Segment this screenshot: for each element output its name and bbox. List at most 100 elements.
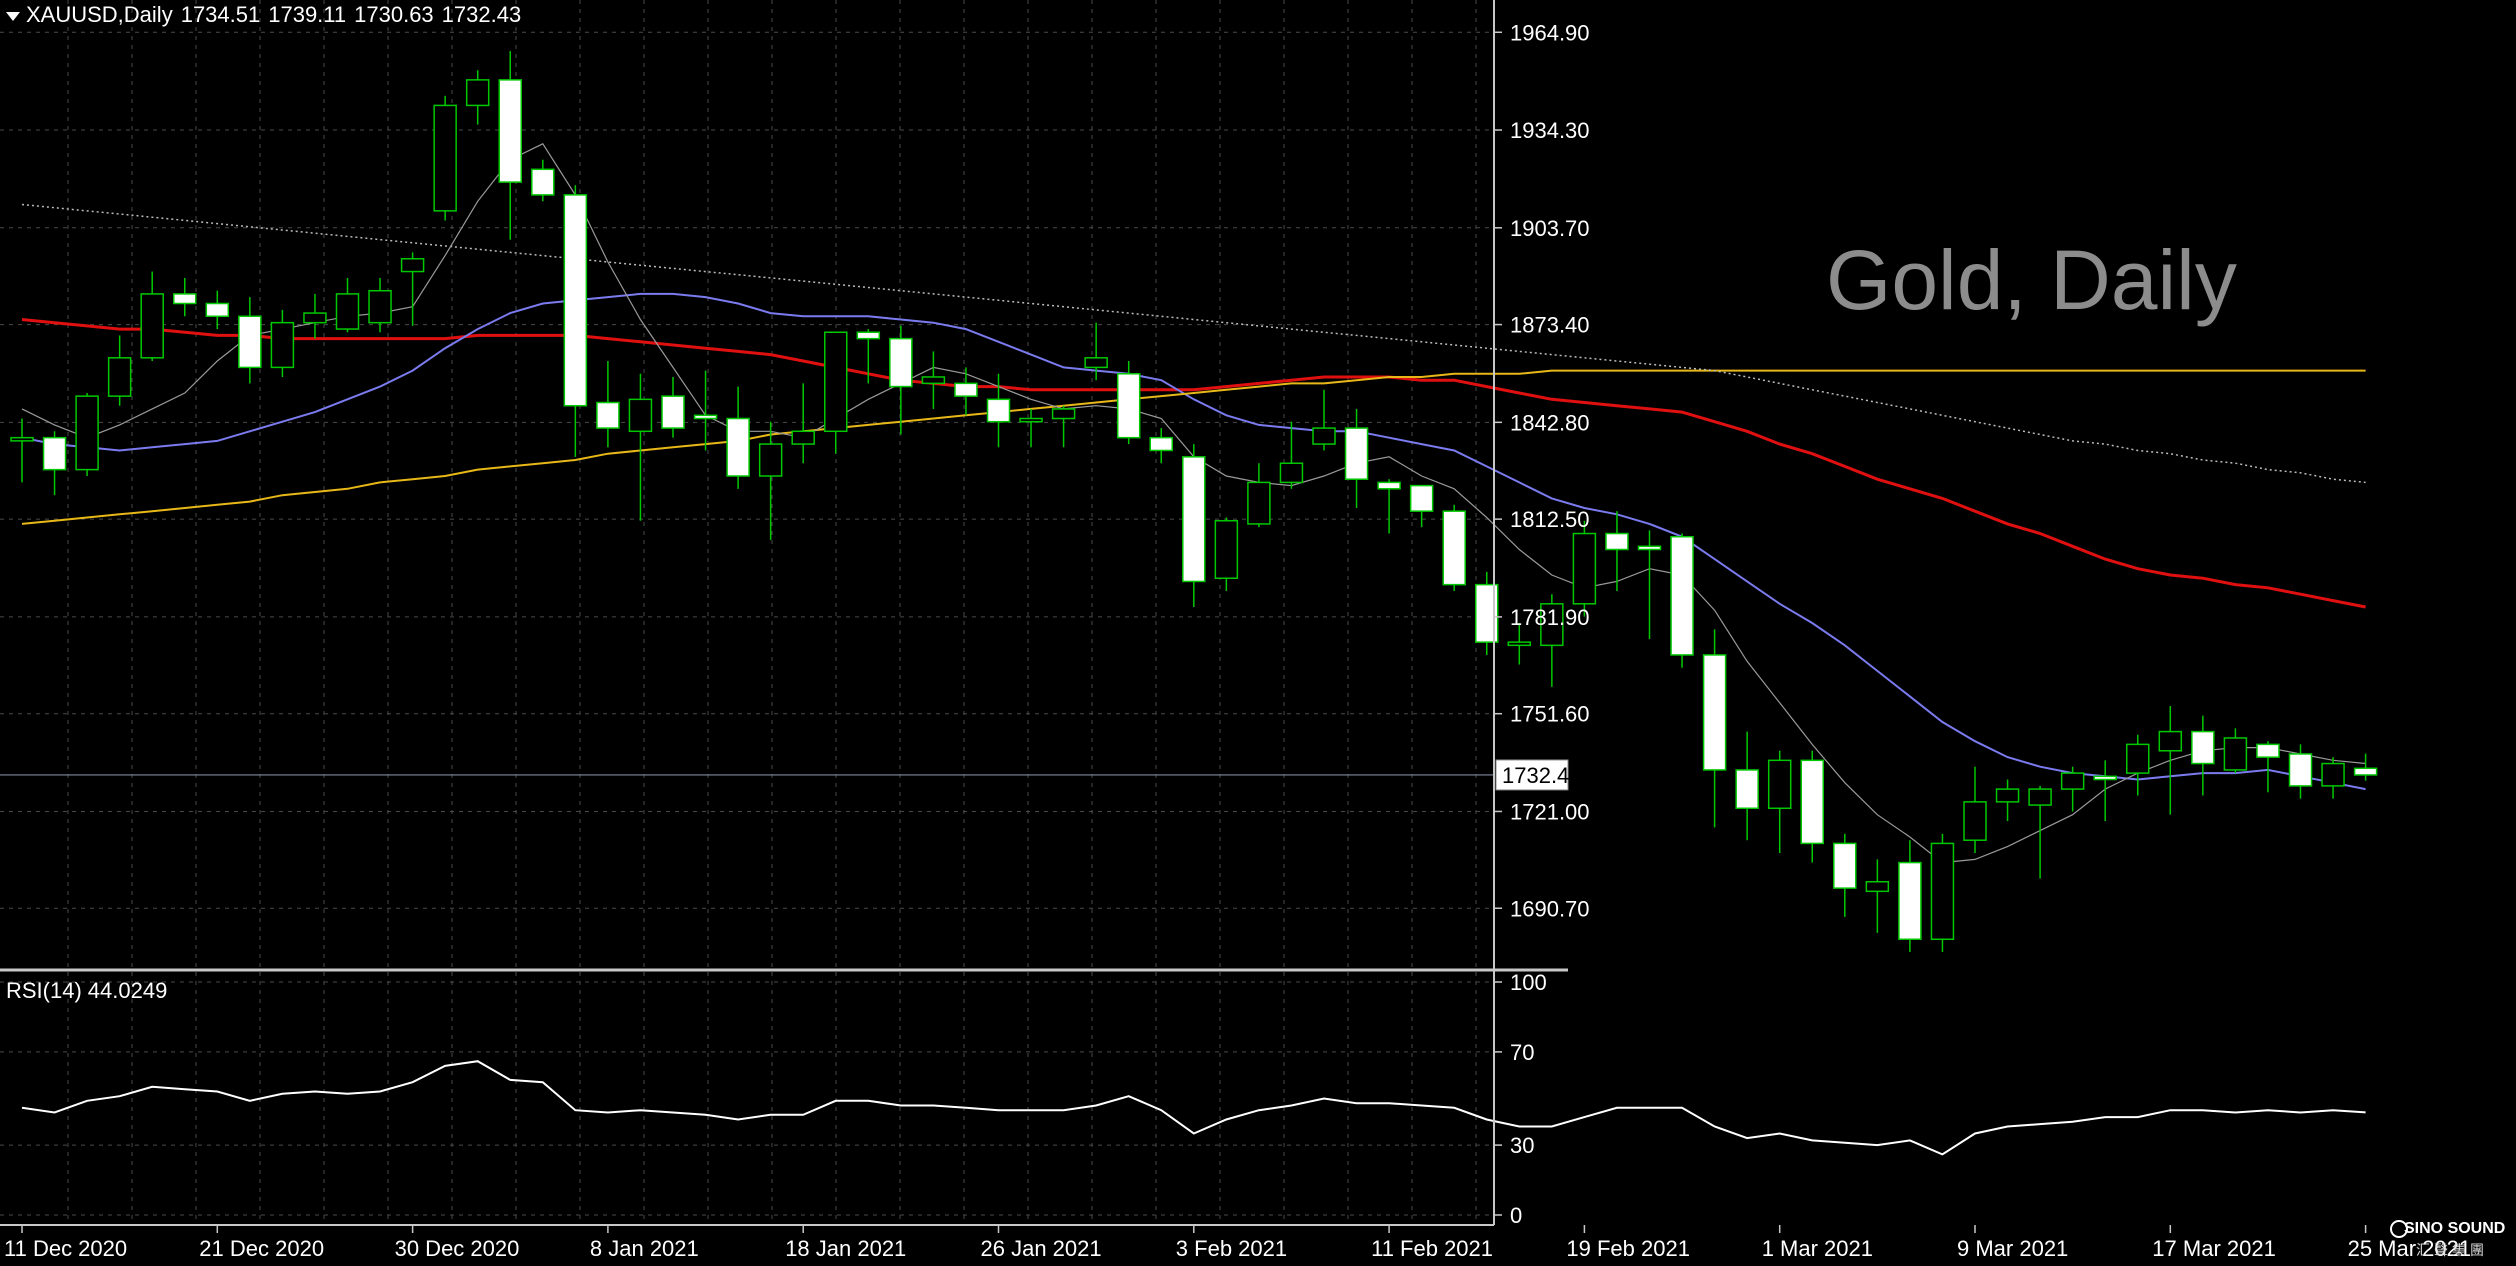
- symbol-header[interactable]: XAUUSD,Daily 1734.51 1739.11 1730.63 1732.43: [6, 2, 529, 28]
- candle: [563, 185, 588, 457]
- time-tick-label: 11 Feb 2021: [1371, 1236, 1493, 1261]
- candle-body-bull: [2321, 762, 2345, 787]
- ma-line-sma_gold: [21, 369, 2366, 525]
- candle: [1572, 520, 1597, 617]
- time-tick-label: 25 Mar 2021: [2348, 1236, 2472, 1261]
- candle-body-bull: [1051, 408, 1076, 420]
- price-tick-label: 1781.90: [1510, 605, 1590, 630]
- candle-body-bear: [1475, 583, 1499, 643]
- candle-body-bull: [75, 395, 99, 471]
- close-value: 1732.43: [441, 2, 522, 27]
- candle: [1019, 408, 1043, 448]
- price-tick-label: 1690.70: [1510, 896, 1590, 921]
- candle-body-bear: [2288, 753, 2313, 787]
- price-tick-label: 1842.80: [1510, 410, 1590, 435]
- candle: [1800, 750, 1824, 863]
- candle: [368, 277, 392, 333]
- candle-body-bear: [1605, 532, 1629, 551]
- candle: [1279, 421, 1304, 489]
- ma-line-sma_red: [21, 318, 2366, 609]
- candle-body-bear: [2353, 767, 2378, 776]
- grid: [0, 0, 1494, 1225]
- candle: [1475, 571, 1499, 655]
- candle: [1865, 859, 1890, 933]
- candle: [986, 373, 1011, 448]
- candle: [628, 373, 653, 521]
- candle: [889, 325, 913, 435]
- price-tag-box: [1495, 759, 1569, 791]
- rsi-line: [21, 1060, 2366, 1156]
- time-tick-label: 1 Mar 2021: [1762, 1236, 1873, 1261]
- price-tick-label: 1751.60: [1510, 702, 1590, 727]
- candle: [2288, 744, 2313, 799]
- candle: [205, 290, 230, 330]
- candle: [1084, 322, 1108, 381]
- candle-body-bear: [693, 414, 718, 420]
- chart-watermark: Gold, Daily: [1826, 233, 2237, 327]
- candle: [2060, 766, 2085, 812]
- candle: [2093, 760, 2117, 822]
- candle: [954, 367, 978, 416]
- candle-body-bear: [1344, 427, 1369, 480]
- candle: [856, 329, 881, 384]
- candle-body-bull: [140, 293, 164, 359]
- rsi-name: RSI(14): [6, 978, 82, 1003]
- candle-body-bear: [1702, 654, 1727, 771]
- dropdown-triangle-icon[interactable]: [6, 11, 20, 21]
- time-tick-label: 30 Dec 2020: [395, 1236, 520, 1261]
- candle: [596, 361, 620, 448]
- time-tick-label: 19 Feb 2021: [1566, 1236, 1690, 1261]
- candle-body-bull: [1865, 880, 1890, 893]
- candle: [2028, 785, 2052, 879]
- symbol-label: XAUUSD,Daily: [26, 2, 173, 27]
- candle-body-bull: [107, 357, 132, 397]
- candle: [465, 70, 490, 125]
- time-tick-label: 3 Feb 2021: [1176, 1236, 1287, 1261]
- candle-body-bear: [2191, 730, 2215, 765]
- axes: 1964.90 1934.30 1903.70 1873.40 1842.80 1812.…: [0, 0, 2471, 1261]
- candle-body-bear: [238, 315, 262, 369]
- candle-body-bear: [726, 417, 750, 477]
- open-value: 1734.51: [180, 2, 261, 27]
- candle: [1930, 833, 1955, 953]
- candle-body-bull: [1247, 481, 1271, 525]
- candle-body-bull: [368, 289, 392, 324]
- candle-body-bull: [1312, 427, 1336, 445]
- sino-sound-logo: SINO SOUND 汇聲集團: [2390, 1216, 2512, 1264]
- candles: [0, 51, 2378, 953]
- time-tick-label: 11 Dec 2020: [4, 1236, 127, 1261]
- time-tick-label: 8 Jan 2021: [590, 1236, 699, 1261]
- candle-body-bull: [1767, 759, 1792, 810]
- candle: [693, 370, 718, 451]
- candle-body-bear: [596, 401, 620, 429]
- rsi-label: RSI(14) 44.0249: [6, 978, 173, 1004]
- candle-body-bull: [1019, 417, 1043, 423]
- candle-body-bull: [1214, 519, 1239, 579]
- candle-body-bear: [1800, 759, 1824, 845]
- time-tick-label: 21 Dec 2020: [199, 1236, 324, 1261]
- candle: [107, 335, 132, 406]
- candle: [1702, 629, 1727, 828]
- candle-body-bear: [954, 382, 978, 397]
- candle-body-bull: [335, 293, 360, 330]
- candle-body-bull: [1963, 801, 1987, 841]
- candle: [238, 297, 262, 384]
- candle: [2191, 715, 2215, 796]
- rsi-tick-label: 0: [1510, 1203, 1522, 1228]
- time-tick-label: 17 Mar 2021: [2152, 1236, 2276, 1261]
- candle: [1507, 622, 1532, 665]
- candle-body-bull: [2126, 743, 2150, 774]
- candle-body-bear: [2256, 743, 2280, 758]
- candle: [270, 309, 295, 377]
- candle: [498, 51, 522, 240]
- candle: [335, 277, 360, 333]
- candle: [1149, 428, 1173, 464]
- candle-body-bear: [531, 168, 555, 196]
- candle-body-bull: [824, 331, 848, 433]
- price-tick-label: 1964.90: [1510, 20, 1590, 45]
- price-tick-label: 1873.40: [1510, 313, 1590, 338]
- candle: [1540, 594, 1564, 687]
- candle: [433, 95, 457, 221]
- candle-body-bear: [1898, 861, 1922, 940]
